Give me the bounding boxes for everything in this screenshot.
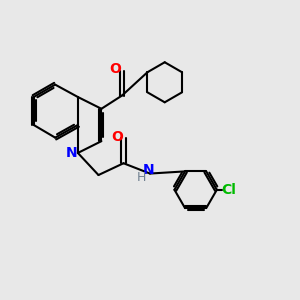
- Text: O: O: [110, 62, 122, 76]
- Text: O: O: [111, 130, 123, 144]
- Text: Cl: Cl: [221, 183, 236, 197]
- Text: H: H: [136, 171, 146, 184]
- Text: N: N: [143, 163, 154, 177]
- Text: N: N: [66, 146, 77, 160]
